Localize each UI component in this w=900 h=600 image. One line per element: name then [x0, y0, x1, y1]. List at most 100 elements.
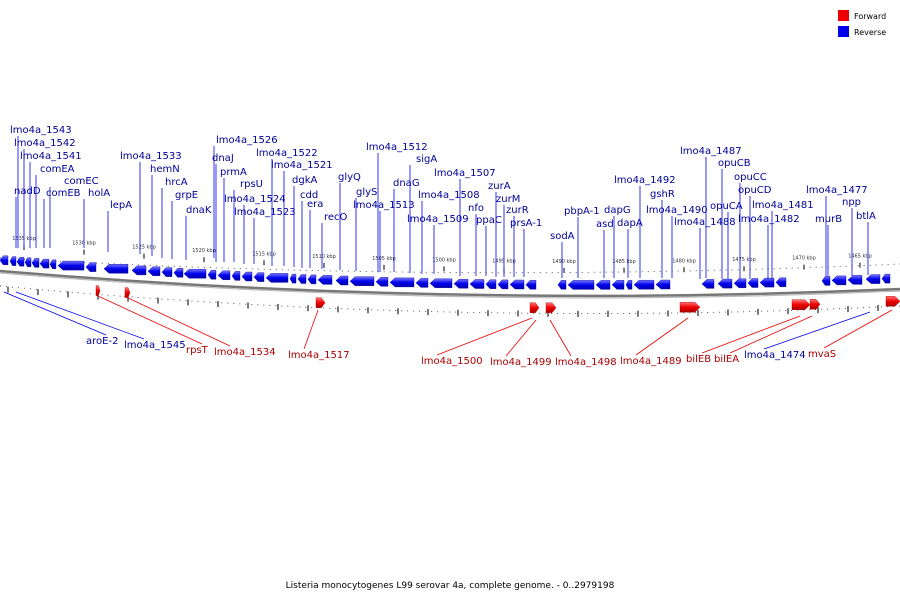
- label-leader: [763, 311, 871, 350]
- reverse-gene: [183, 269, 207, 279]
- reverse-gene: [375, 277, 389, 287]
- reverse-gene-label: lmo4a_1542: [14, 138, 76, 149]
- reverse-gene-label: sigA: [416, 154, 437, 165]
- forward-gene-label: lmo4a_1499: [490, 357, 552, 368]
- reverse-gene: [633, 280, 655, 290]
- reverse-gene: [317, 275, 333, 285]
- reverse-gene: [655, 279, 671, 290]
- reverse-gene-label: pbpA-1: [564, 206, 600, 217]
- reverse-gene-label: prmA: [220, 167, 247, 178]
- forward-gene-label: bilEB: [686, 354, 711, 365]
- legend-forward-swatch: [838, 10, 849, 21]
- reverse-gene-label: zurM: [496, 194, 520, 205]
- reverse-gene-label: rpsU: [240, 179, 263, 190]
- reverse-gene-label: hemN: [150, 164, 180, 175]
- reverse-gene-label: dapA: [617, 218, 643, 229]
- reverse-gene: [49, 259, 57, 269]
- tick-label: 1520 kbp: [192, 248, 216, 254]
- reverse-gene-label: opuCA: [710, 201, 743, 212]
- reverse-gene: [289, 273, 297, 284]
- reverse-gene-label: btlA: [856, 211, 876, 222]
- reverse-gene: [429, 278, 453, 288]
- reverse-gene-label: lmo4a_1509: [407, 214, 469, 225]
- scale-dots-upper: [0, 257, 900, 274]
- tick-label: 1480 kbp: [672, 258, 696, 264]
- reverse-gene-label: lmo4a_1513: [353, 200, 415, 211]
- legend-reverse-label: Reverse: [854, 28, 886, 37]
- genome-backbone: [0, 269, 900, 298]
- reverse-gene: [595, 280, 611, 290]
- forward-gene-label: mvaS: [808, 349, 836, 360]
- reverse-gene: [509, 279, 525, 290]
- reverse-gene: [865, 274, 881, 284]
- forward-gene-label: lmo4a_1489: [620, 356, 682, 367]
- forward-gene-label: lmo4a_1498: [555, 357, 617, 368]
- reverse-gene-label: nadD: [14, 186, 41, 197]
- gene-features: [0, 255, 900, 313]
- reverse-gene: [625, 280, 633, 290]
- reverse-gene-label: comEB: [46, 188, 81, 199]
- forward-gene-label: bilEA: [714, 354, 739, 365]
- reverse-gene-label: npp: [842, 197, 861, 208]
- reverse-gene: [821, 276, 831, 286]
- tick-label: 1490 kbp: [552, 259, 576, 265]
- reverse-gene-label: lmo4a_1523: [234, 207, 296, 218]
- reverse-gene: [557, 280, 567, 290]
- reverse-gene: [847, 275, 863, 285]
- reverse-gene: [717, 278, 733, 289]
- reverse-gene-label: dnaK: [186, 205, 212, 216]
- legend-reverse-swatch: [838, 26, 849, 37]
- reverse-gene: [453, 279, 469, 289]
- reverse-gene-label: zurR: [506, 205, 529, 216]
- reverse-gene-label: era: [307, 199, 323, 210]
- minor-ticks: [7, 286, 879, 317]
- reverse-gene: [217, 270, 231, 280]
- reverse-gene-label: nfo: [468, 203, 484, 214]
- label-leader: [303, 309, 319, 350]
- reverse-gene: [733, 278, 747, 288]
- tick-label: 1525 kbp: [132, 245, 156, 251]
- reverse-gene: [759, 277, 775, 288]
- reverse-gene: [39, 258, 50, 269]
- reverse-gene-label: lmo4a_1507: [434, 168, 496, 179]
- forward-gene: [809, 299, 821, 310]
- forward-gene-label: lmo4a_1517: [288, 350, 350, 361]
- tick-label: 1510 kbp: [312, 254, 336, 260]
- label-leader: [15, 291, 145, 340]
- genome-backbone-shadow: [0, 272, 900, 299]
- label-leader: [823, 309, 893, 349]
- reverse-gene: [265, 273, 289, 283]
- reverse-gene: [57, 260, 85, 271]
- tick-label: 1465 kbp: [848, 254, 872, 260]
- label-leader: [701, 315, 801, 354]
- reverse-gene-label: opuCB: [718, 158, 751, 169]
- reverse-gene-label: glyS: [356, 187, 377, 198]
- label-leader: [729, 315, 813, 354]
- forward-gene-label: lmo4a_1500: [421, 356, 483, 367]
- forward-gene: [791, 299, 811, 310]
- label-leader: [97, 295, 203, 345]
- tick-label: 1475 kbp: [732, 257, 756, 263]
- reverse-gene-label: hrcA: [165, 177, 188, 188]
- reverse-gene-label: lmo4a_1522: [256, 148, 318, 159]
- tick-label: 1470 kbp: [792, 256, 816, 262]
- label-leader: [635, 317, 689, 356]
- reverse-gene: [701, 279, 715, 289]
- reverse-gene: [611, 280, 625, 290]
- forward-gene: [545, 302, 557, 313]
- reverse-gene: [85, 262, 97, 272]
- reverse-gene-label: comEC: [64, 176, 99, 187]
- label-leader: [549, 319, 572, 357]
- reverse-gene-label: lepA: [110, 200, 132, 211]
- reverse-gene-label: opuCC: [734, 172, 767, 183]
- gene-labels: lmo4a_1543 lmo4a_1542 lmo4a_1541 comEAcomEC…: [3, 125, 893, 368]
- reverse-gene-label: lmo4a_1526: [216, 135, 278, 146]
- reverse-gene: [207, 270, 217, 280]
- reverse-gene: [16, 257, 25, 267]
- reverse-gene-label: glyQ: [338, 172, 361, 183]
- reverse-gene-label: lmo4a_1521: [271, 160, 333, 171]
- reverse-gene: [485, 279, 497, 289]
- reverse-gene-label: murB: [815, 214, 842, 225]
- reverse-gene: [497, 279, 509, 290]
